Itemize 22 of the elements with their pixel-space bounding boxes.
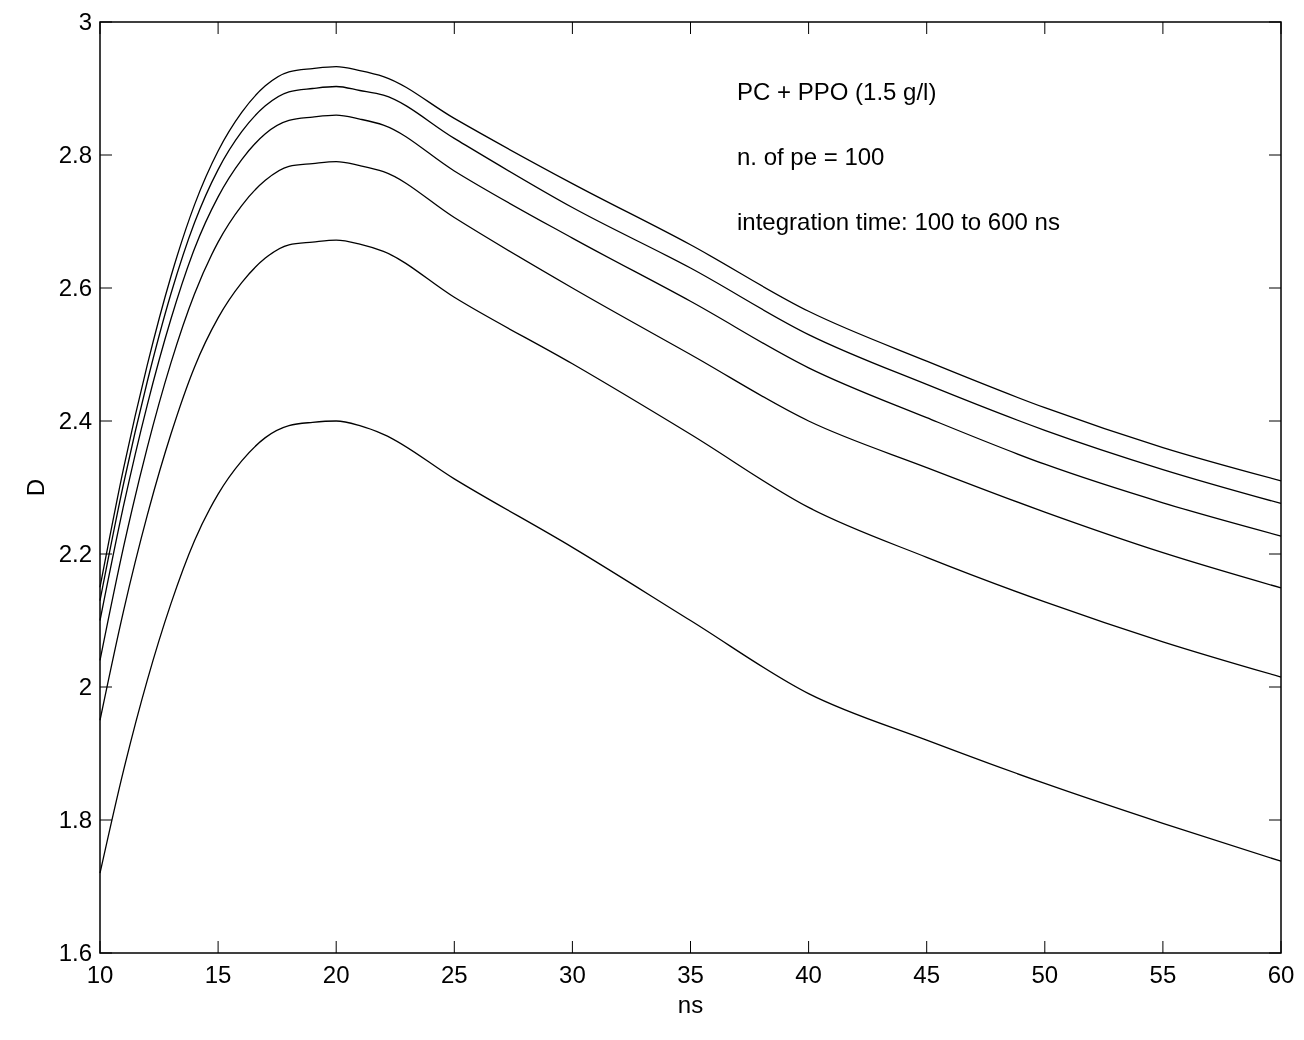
y-tick-label: 2 xyxy=(78,673,92,701)
x-tick-label: 20 xyxy=(322,961,350,988)
y-tick-label: 1.8 xyxy=(58,806,92,834)
y-tick-label: 2.2 xyxy=(58,540,92,568)
x-tick-label: 15 xyxy=(204,961,232,988)
x-tick-label: 50 xyxy=(1031,961,1059,988)
x-tick-label: 25 xyxy=(440,961,468,988)
annotation: PC + PPO (1.5 g/l) xyxy=(737,78,937,105)
x-tick-label: 60 xyxy=(1267,961,1295,988)
y-tick-label: 2.4 xyxy=(58,407,92,435)
x-axis-title: ns xyxy=(677,991,704,1018)
x-tick-label: 35 xyxy=(677,961,704,988)
y-tick-label: 2.8 xyxy=(58,141,92,169)
y-tick-label: 2.6 xyxy=(58,274,92,302)
x-tick-label: 30 xyxy=(559,961,586,988)
annotation: integration time: 100 to 600 ns xyxy=(737,208,1060,235)
x-tick-label: 40 xyxy=(795,961,822,988)
x-tick-label: 45 xyxy=(913,961,941,988)
annotation: n. of pe = 100 xyxy=(737,143,885,170)
y-tick-label: 3 xyxy=(78,8,92,36)
y-axis-title: D xyxy=(22,478,49,497)
x-tick-label: 55 xyxy=(1149,961,1177,988)
